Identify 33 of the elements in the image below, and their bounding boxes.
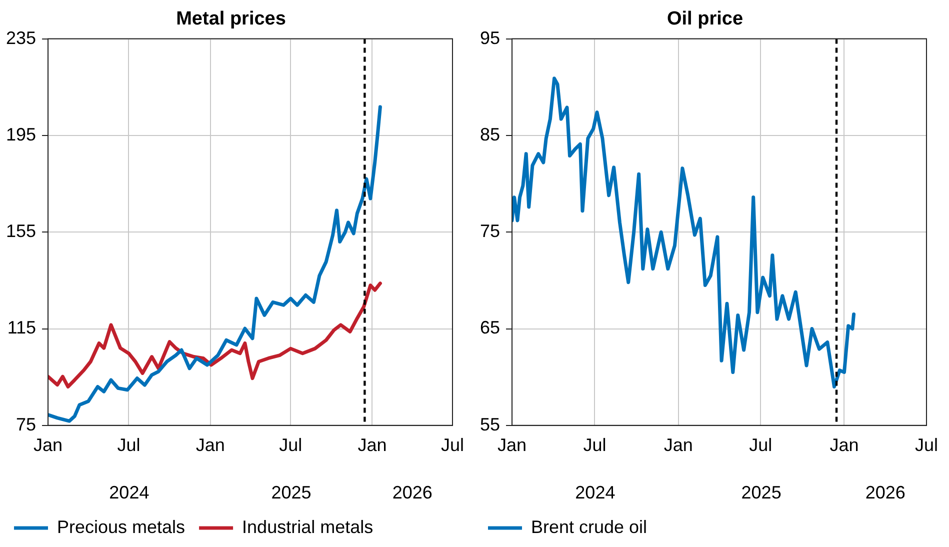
y-tick-label: 55 bbox=[480, 414, 500, 434]
text: 2025 bbox=[271, 482, 312, 502]
x-tick-label: Jul bbox=[440, 435, 464, 456]
text: 2024 bbox=[109, 482, 150, 502]
y-tick-label: 65 bbox=[480, 318, 500, 338]
chart-title: Metal prices bbox=[176, 8, 286, 30]
x-tick-label: Jan bbox=[498, 435, 527, 456]
y-tick-label: 115 bbox=[7, 318, 36, 338]
chart-title: Oil price bbox=[666, 8, 744, 30]
text: 2026 bbox=[392, 482, 432, 502]
x-tick-label: Jan bbox=[196, 435, 225, 456]
x-tick-label: Jul bbox=[583, 435, 606, 456]
x-tick-label: Jan bbox=[34, 435, 63, 456]
x-tick-label: Jul bbox=[117, 435, 140, 456]
x-tick-label: Jan bbox=[664, 435, 693, 456]
y-tick-label: 235 bbox=[6, 28, 36, 48]
y-tick-label: 95 bbox=[480, 28, 500, 48]
y-tick-label: 155 bbox=[6, 221, 36, 242]
text: 2026 bbox=[865, 482, 906, 502]
x-tick-label: Jul bbox=[749, 435, 772, 456]
y-tick-label: 195 bbox=[6, 124, 36, 144]
legend-label: Precious metals bbox=[57, 516, 186, 537]
y-tick-label: 85 bbox=[480, 124, 500, 144]
y-tick-label: 75 bbox=[16, 414, 36, 434]
text: 2025 bbox=[741, 482, 782, 502]
y-tick-label: 75 bbox=[480, 221, 500, 242]
x-tick-label: Jul bbox=[914, 435, 938, 456]
legend-label: Industrial metals bbox=[242, 516, 374, 537]
x-tick-label: Jan bbox=[830, 435, 859, 456]
legend-label: Brent crude oil bbox=[531, 516, 648, 537]
x-tick-label: Jul bbox=[279, 435, 302, 456]
x-tick-label: Jan bbox=[358, 435, 387, 456]
text: 2024 bbox=[575, 482, 616, 502]
